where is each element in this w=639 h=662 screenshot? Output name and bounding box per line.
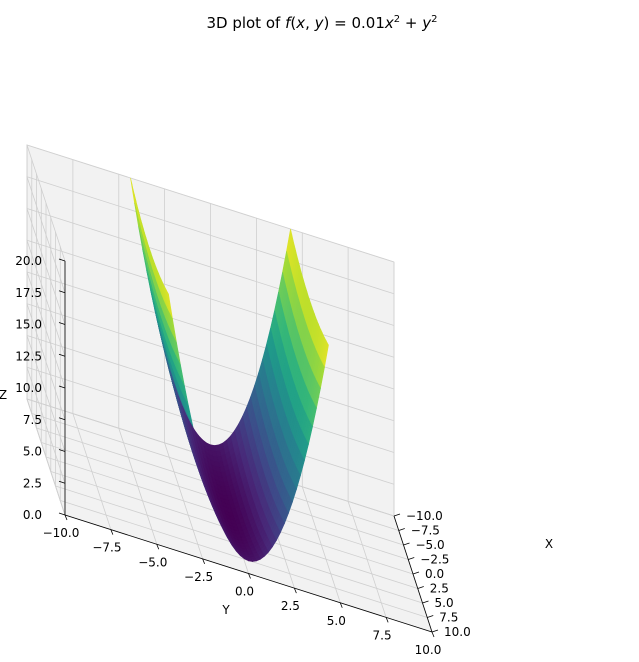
title-plus: + (400, 14, 422, 32)
x-tick-mark (422, 600, 429, 604)
title-exp1: 2 (394, 14, 400, 25)
title-x: x (295, 14, 305, 32)
title-y2: y (421, 14, 432, 32)
z-tick-mark (58, 322, 66, 325)
x-tick-mark (398, 528, 405, 531)
y-axis-title: Y (221, 603, 230, 617)
title-eq: ) = 0.01 (324, 14, 385, 32)
z-tick-mark (58, 449, 66, 452)
grid-z-6 (26, 207, 395, 326)
y-tick-mark (339, 602, 343, 608)
x-tick-label: −2.5 (420, 553, 449, 567)
z-tick-mark (58, 290, 66, 294)
z-axis-title: Z (0, 388, 7, 402)
z-tick-label: 10.0 (15, 381, 42, 395)
x-tick-label: −10.0 (406, 509, 443, 523)
tick-labels: −10.0−7.5−5.0−2.50.02.55.07.510.0−10.0−7… (15, 254, 470, 657)
x-tick-label: 10.0 (444, 625, 471, 639)
y-tick-mark (248, 573, 251, 579)
z-tick-label: 20.0 (15, 254, 42, 268)
grid-z-8 (26, 144, 395, 263)
title-x2: x (384, 14, 394, 32)
x-tick-mark (417, 586, 424, 589)
z-tick-label: 12.5 (15, 349, 42, 363)
y-tick-mark (385, 617, 389, 623)
grid-z-5 (26, 239, 395, 358)
y-tick-mark (202, 558, 205, 565)
z-tick-label: 5.0 (23, 445, 42, 459)
y-tick-label: −5.0 (138, 555, 167, 569)
y-tick-label: 7.5 (373, 628, 392, 642)
y-tick-label: 10.0 (415, 643, 442, 657)
y-tick-label: −10.0 (43, 526, 80, 540)
y-tick-mark (156, 544, 160, 550)
surface-facet (210, 444, 217, 452)
title-args: ( (290, 14, 296, 32)
title-func: f (285, 14, 293, 32)
z-tick-mark (58, 480, 66, 484)
y-tick-label: −7.5 (92, 541, 121, 555)
x-tick-mark (431, 629, 439, 633)
axes-panes (26, 144, 433, 633)
y-tick-mark (431, 631, 435, 638)
x-tick-mark (412, 571, 420, 575)
z-tick-mark (58, 258, 66, 262)
x-tick-label: −7.5 (411, 524, 440, 538)
x-tick-mark (408, 557, 415, 560)
z-tick-mark (58, 353, 66, 357)
title-y: y (314, 14, 325, 32)
title-prefix: 3D plot of (206, 14, 285, 32)
title-comma: , (305, 14, 315, 32)
z-tick-label: 0.0 (23, 508, 42, 522)
y-tick-label: −2.5 (184, 570, 213, 584)
z-tick-label: 2.5 (23, 476, 42, 490)
axis-titles: Y X Z (0, 388, 553, 617)
grid-z-7 (26, 176, 395, 295)
x-tick-mark (393, 513, 401, 517)
x-tick-label: −5.0 (416, 538, 445, 552)
z-tick-label: 17.5 (15, 286, 42, 300)
y-tick-label: 5.0 (327, 614, 346, 628)
x-tick-label: 0.0 (425, 567, 444, 581)
x-tick-label: 5.0 (435, 596, 454, 610)
z-tick-mark (58, 512, 66, 516)
x-tick-mark (427, 615, 434, 618)
y-tick-label: 2.5 (281, 599, 300, 613)
chart-title: 3D plot of f(x, y) = 0.01x2 + y2 (206, 14, 437, 32)
x-tick-label: 7.5 (439, 611, 458, 625)
y-tick-mark (110, 529, 114, 535)
y-tick-label: 0.0 (235, 585, 254, 599)
y-tick-mark (64, 514, 68, 521)
y-tick-mark (294, 587, 297, 594)
z-tick-label: 15.0 (15, 318, 42, 332)
z-tick-label: 7.5 (23, 413, 42, 427)
x-axis-title: X (545, 537, 553, 551)
x-tick-mark (403, 542, 410, 546)
x-tick-label: 2.5 (430, 582, 449, 596)
z-tick-mark (58, 385, 66, 389)
surface-mesh (130, 177, 329, 562)
title-exp2: 2 (431, 14, 437, 25)
z-tick-mark (58, 417, 66, 421)
